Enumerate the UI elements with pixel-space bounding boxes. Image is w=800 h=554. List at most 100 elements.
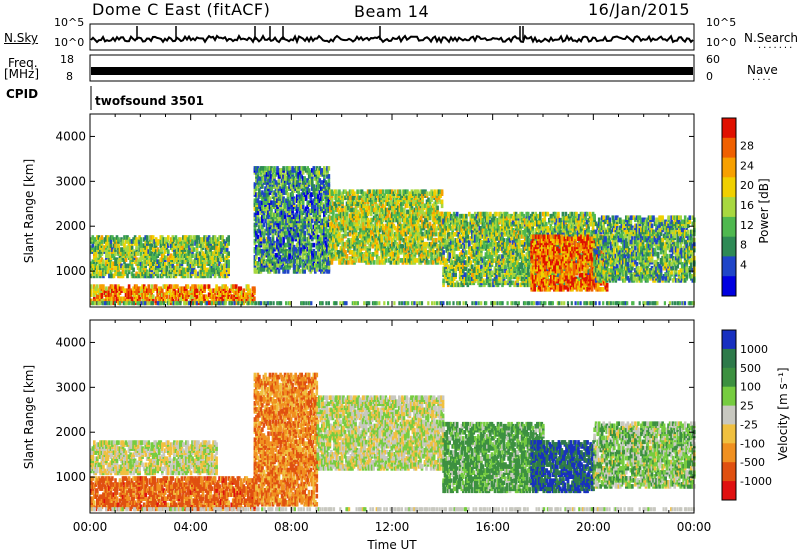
echo-cell — [351, 189, 355, 194]
echo-cell — [401, 243, 405, 249]
echo-cell — [433, 189, 436, 194]
nave-tick-bottom: 0 — [706, 70, 713, 83]
echo-cell — [294, 166, 297, 171]
echo-cell — [253, 222, 257, 228]
echo-cell — [323, 222, 326, 228]
echo-cell — [129, 261, 132, 266]
echo-cell — [388, 221, 391, 227]
echo-cell — [446, 234, 450, 239]
echo-cell — [350, 195, 353, 201]
echo-cell — [372, 225, 376, 231]
echo-cell — [354, 231, 358, 237]
echo-cell — [416, 199, 420, 205]
echo-cell — [114, 237, 117, 242]
echo-cell — [150, 284, 153, 289]
echo-cell — [225, 273, 229, 279]
echo-cell — [341, 191, 344, 196]
echo-cell — [443, 268, 447, 273]
echo-cell — [108, 241, 111, 246]
echo-cell — [312, 166, 316, 171]
echo-cell — [401, 227, 405, 233]
echo-cell — [191, 294, 194, 299]
echo-cell — [360, 256, 364, 261]
echo-cell — [194, 296, 197, 302]
echo-cell — [151, 265, 155, 271]
echo-cell — [311, 168, 314, 173]
echo-cell — [332, 246, 335, 251]
echo-cell — [303, 166, 306, 171]
echo-cell — [333, 243, 337, 249]
echo-cell — [97, 288, 101, 293]
echo-cell — [268, 254, 272, 260]
echo-cell — [115, 261, 119, 266]
echo-cell — [342, 258, 346, 263]
echo-cell — [139, 286, 143, 291]
echo-cell — [129, 245, 132, 250]
echo-cell — [91, 235, 95, 240]
echo-cell — [360, 219, 364, 225]
echo-cell — [210, 255, 214, 260]
echo-cell — [345, 205, 349, 211]
echo-cell — [326, 208, 329, 214]
echo-cell — [164, 292, 167, 297]
echo-cell — [258, 200, 261, 205]
echo-cell — [300, 192, 303, 197]
echo-cell — [439, 217, 442, 223]
echo-cell — [148, 235, 152, 240]
echo-cell — [335, 233, 338, 239]
echo-cell — [99, 249, 102, 254]
echo-cell — [115, 288, 119, 293]
echo-cell — [410, 243, 414, 249]
echo-cell — [339, 237, 343, 243]
echo-cell — [162, 257, 166, 262]
echo-cell — [242, 288, 246, 293]
echo-cell — [297, 190, 300, 195]
echo-cell — [132, 273, 135, 279]
echo-cell — [156, 269, 159, 275]
echo-cell — [120, 263, 123, 269]
echo-cell — [154, 249, 158, 254]
echo-cell — [123, 296, 126, 302]
echo-cell — [321, 224, 325, 230]
echo-cell — [332, 201, 335, 207]
echo-cell — [210, 245, 214, 250]
echo-cell — [330, 215, 334, 221]
echo-cell — [333, 233, 337, 239]
echo-cell — [295, 166, 299, 171]
echo-cell — [424, 189, 427, 194]
echo-cell — [412, 215, 415, 221]
echo-cell — [300, 166, 303, 171]
echo-cell — [150, 273, 153, 279]
echo-cell — [138, 267, 141, 273]
echo-cell — [434, 199, 438, 205]
echo-cell — [455, 211, 459, 217]
echo-cell — [315, 259, 319, 264]
echo-cell — [250, 298, 253, 304]
echo-cell — [279, 254, 282, 260]
echo-cell — [279, 236, 282, 242]
echo-cell — [330, 225, 334, 231]
echo-cell — [366, 217, 370, 223]
echo-cell — [440, 241, 444, 247]
echo-cell — [288, 224, 291, 230]
echo-cell — [295, 198, 299, 203]
echo-cell — [320, 236, 323, 242]
echo-cell — [351, 195, 355, 201]
echo-cell — [203, 235, 206, 240]
echo-cell — [419, 209, 423, 215]
echo-cell — [209, 259, 212, 264]
echo-cell — [170, 253, 173, 258]
echo-cell — [443, 244, 447, 249]
echo-cell — [297, 184, 300, 189]
echo-cell — [314, 176, 317, 181]
nsky-label: N.Sky — [4, 31, 39, 45]
echo-cell — [173, 271, 176, 277]
echo-cell — [314, 170, 317, 175]
echo-cell — [375, 254, 379, 259]
echo-cell — [141, 247, 144, 252]
echo-cell — [365, 237, 368, 243]
echo-cell — [289, 184, 293, 189]
echo-cell — [145, 296, 149, 302]
echo-cell — [219, 247, 223, 252]
echo-cell — [262, 238, 266, 244]
